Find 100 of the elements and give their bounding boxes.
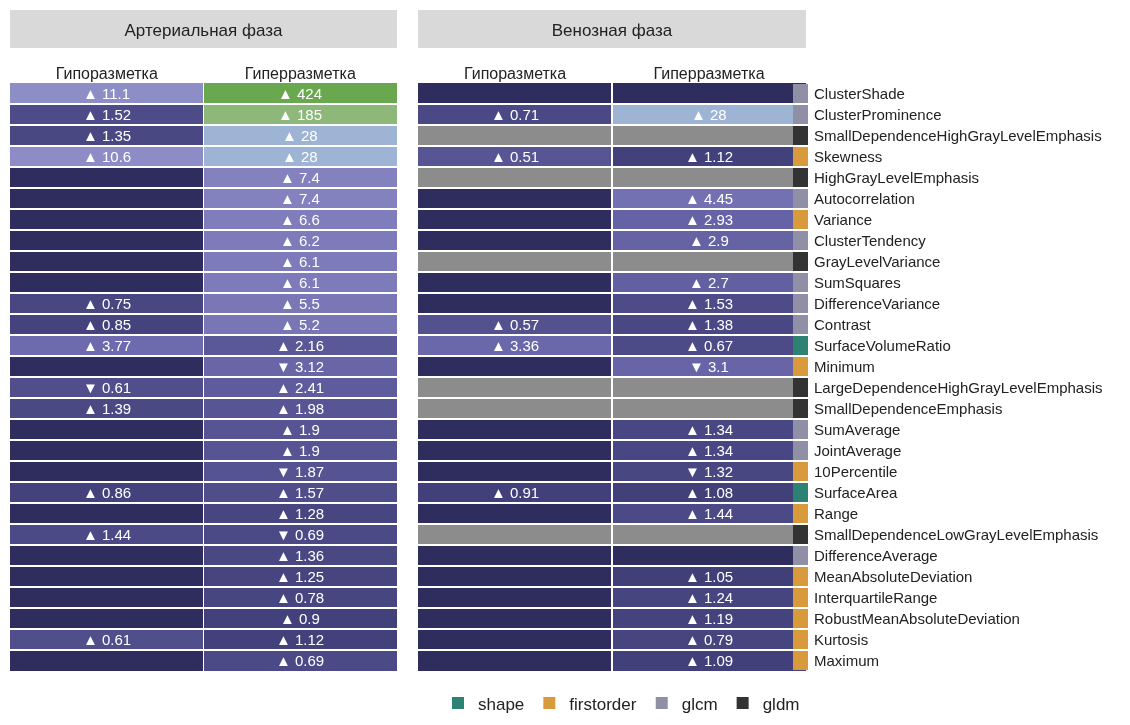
data-label: ▲ 5.5	[280, 295, 320, 312]
data-label: ▲ 7.4	[280, 190, 320, 207]
data-label: ▲ 1.12	[276, 631, 325, 648]
legend-label: gldm	[762, 694, 800, 714]
y-tick-label: GrayLevelVariance	[814, 252, 941, 270]
data-label: ▲ 1.98	[276, 400, 325, 417]
data-label: ▲ 1.28	[276, 505, 325, 522]
y-tick-label: DifferenceAverage	[814, 546, 938, 564]
data-label: ▲ 1.38	[685, 316, 734, 333]
data-label: ▲ 1.57	[276, 484, 325, 501]
y-tick-label: SmallDependenceHighGrayLevelEmphasis	[814, 126, 1102, 144]
data-label: ▲ 1.35	[83, 127, 132, 144]
data-label: ▲ 3.36	[491, 337, 540, 354]
y-tick-label: Contrast	[814, 315, 872, 333]
data-label: ▲ 0.79	[685, 631, 734, 648]
data-label: ▲ 1.34	[685, 442, 734, 459]
data-label: ▲ 0.51	[491, 148, 540, 165]
x-tick-label: Гиперразметка	[244, 64, 356, 82]
data-label: ▼ 3.12	[276, 358, 325, 375]
data-label: ▲ 1.09	[685, 652, 734, 669]
data-label: ▲ 185	[278, 106, 323, 123]
y-tick-label: ClusterShade	[814, 84, 905, 102]
y-tick-label: SumSquares	[814, 273, 901, 291]
data-label: ▲ 2.16	[276, 337, 325, 354]
data-label: ▲ 1.9	[280, 442, 320, 459]
data-label: ▼ 3.1	[689, 358, 729, 375]
data-label: ▲ 10.6	[83, 148, 132, 165]
y-tick-label: MeanAbsoluteDeviation	[814, 567, 973, 585]
data-label: ▲ 1.44	[83, 526, 132, 543]
legend-label: glcm	[681, 694, 718, 714]
y-tick-label: InterquartileRange	[814, 588, 938, 606]
y-tick-label: Maximum	[814, 651, 880, 669]
data-label: ▲ 1.19	[685, 610, 734, 627]
y-tick-label: SurfaceArea	[814, 483, 899, 501]
data-label: ▲ 3.77	[83, 337, 132, 354]
data-label: ▲ 1.52	[83, 106, 132, 123]
y-tick-label: Minimum	[814, 357, 875, 375]
y-tick-label: Variance	[814, 210, 873, 228]
data-label: ▲ 1.12	[685, 148, 734, 165]
data-label: ▲ 6.1	[280, 253, 320, 270]
data-label: ▲ 6.2	[280, 232, 320, 249]
x-tick-label: Гипоразметка	[55, 64, 158, 82]
data-label: ▲ 5.2	[280, 316, 320, 333]
data-label: ▲ 1.9	[280, 421, 320, 438]
y-tick-label: LargeDependenceHighGrayLevelEmphasis	[814, 378, 1103, 396]
data-label: ▲ 1.34	[685, 421, 734, 438]
data-label: ▲ 6.1	[280, 274, 320, 291]
data-label: ▲ 28	[282, 127, 318, 144]
legend-label: shape	[478, 694, 525, 714]
legend-label: firstorder	[569, 694, 637, 714]
data-label: ▲ 2.93	[685, 211, 734, 228]
data-label: ▲ 0.86	[83, 484, 132, 501]
data-label: ▲ 11.1	[83, 85, 131, 102]
y-tick-label: DifferenceVariance	[814, 294, 941, 312]
y-tick-label: RobustMeanAbsoluteDeviation	[814, 609, 1020, 627]
data-label: ▲ 0.91	[491, 484, 540, 501]
y-tick-label: SmallDependenceEmphasis	[814, 399, 1003, 417]
data-label: ▲ 28	[691, 106, 727, 123]
data-label: ▲ 1.36	[276, 547, 325, 564]
y-tick-label: Autocorrelation	[814, 189, 915, 207]
data-label: ▲ 2.7	[689, 274, 729, 291]
data-label: ▲ 0.67	[685, 337, 734, 354]
data-label: ▲ 1.44	[685, 505, 734, 522]
y-tick-label: JointAverage	[814, 441, 902, 459]
chart-title: Артериальная фаза	[124, 20, 283, 40]
data-label: ▲ 0.71	[491, 106, 540, 123]
data-label: ▲ 7.4	[280, 169, 320, 186]
data-label: ▲ 28	[282, 148, 318, 165]
data-label: ▲ 0.57	[491, 316, 540, 333]
data-label: ▼ 0.69	[276, 526, 325, 543]
chart-title: Венозная фаза	[551, 20, 673, 40]
y-tick-label: Kurtosis	[814, 630, 869, 648]
data-label: ▲ 1.24	[685, 589, 734, 606]
y-tick-label: SurfaceVolumeRatio	[814, 336, 951, 354]
data-label: ▲ 2.41	[276, 379, 325, 396]
y-tick-label: 10Percentile	[814, 462, 898, 480]
data-label: ▼ 1.87	[276, 463, 325, 480]
y-tick-label: ClusterTendency	[814, 231, 927, 249]
data-label: ▲ 4.45	[685, 190, 734, 207]
data-label: ▲ 0.75	[83, 295, 132, 312]
y-tick-label: Range	[814, 504, 859, 522]
data-label: ▲ 1.39	[83, 400, 132, 417]
data-label: ▲ 0.9	[280, 610, 320, 627]
data-label: ▲ 0.69	[276, 652, 325, 669]
data-label: ▲ 1.53	[685, 295, 734, 312]
data-label: ▲ 1.05	[685, 568, 734, 585]
x-tick-label: Гипоразметка	[463, 64, 567, 82]
data-label: ▼ 1.32	[685, 463, 734, 480]
data-label: ▲ 6.6	[280, 211, 320, 228]
data-label: ▲ 1.08	[685, 484, 734, 501]
x-tick-label: Гиперразметка	[653, 64, 765, 82]
data-label: ▲ 0.78	[276, 589, 325, 606]
y-tick-label: Skewness	[814, 147, 883, 165]
y-tick-label: HighGrayLevelEmphasis	[814, 168, 980, 186]
data-label: ▲ 1.25	[276, 568, 325, 585]
data-label: ▼ 0.61	[83, 379, 132, 396]
y-tick-label: ClusterProminence	[814, 105, 942, 123]
y-tick-label: SumAverage	[814, 420, 901, 438]
data-label: ▲ 0.61	[83, 631, 132, 648]
data-label: ▲ 424	[278, 85, 323, 102]
